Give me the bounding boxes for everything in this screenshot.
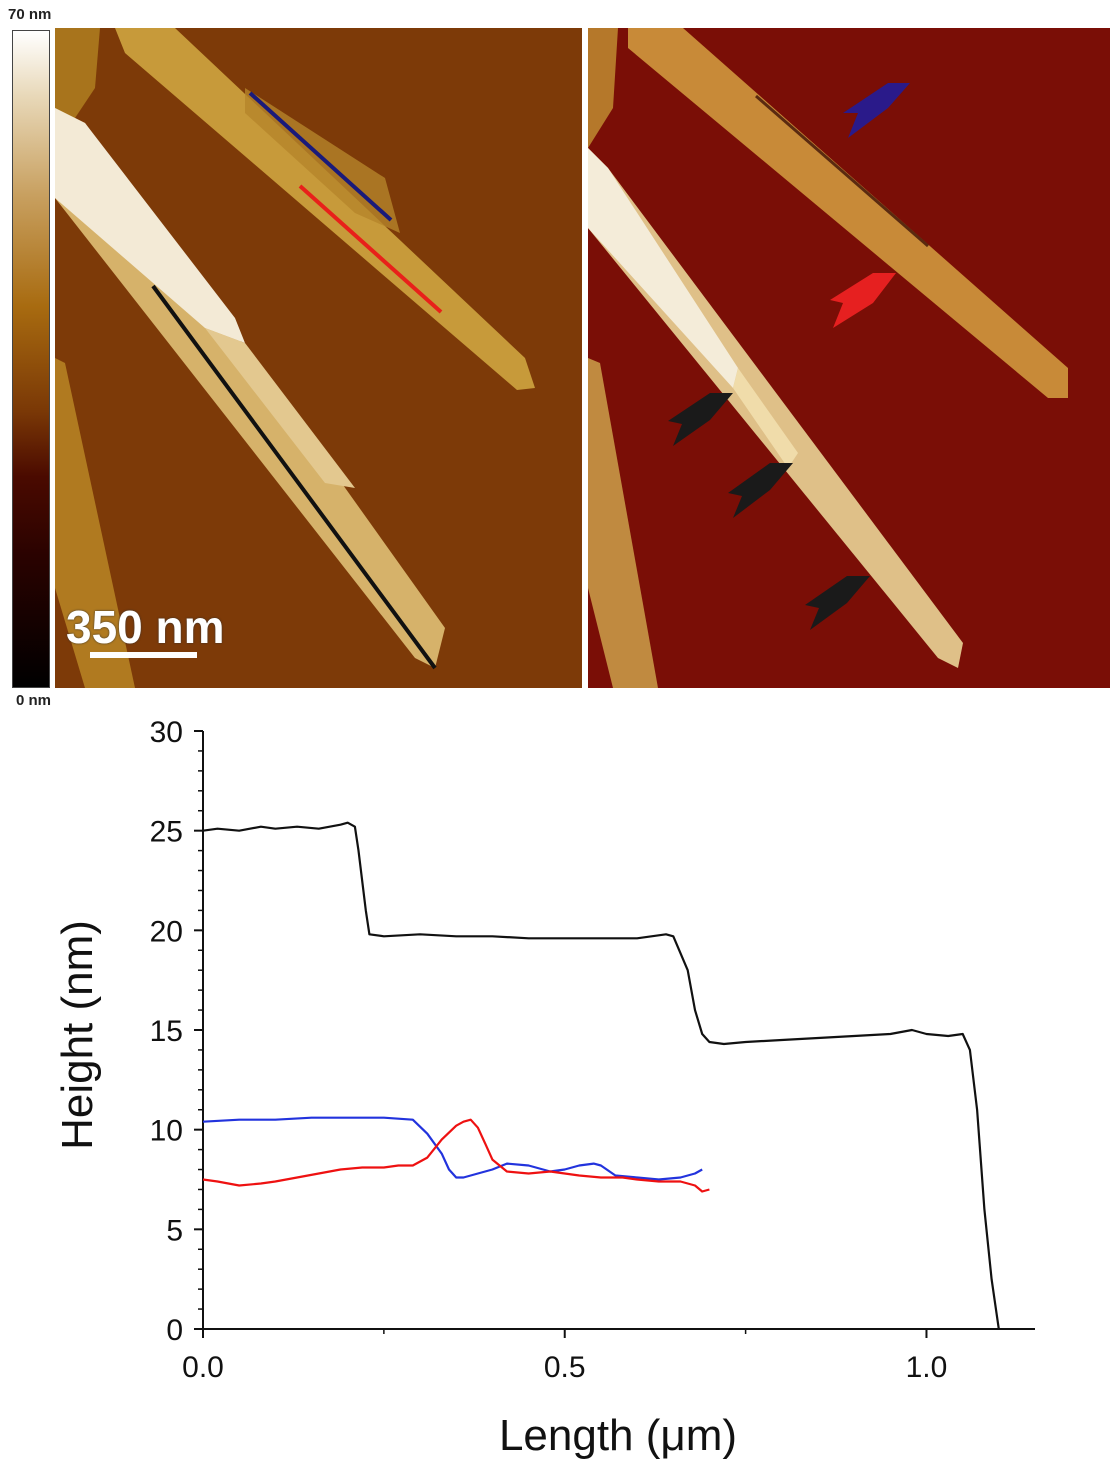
y-tick-label: 10 (150, 1115, 183, 1148)
crystal-ribbon (588, 28, 618, 148)
crystal-ribbon (588, 358, 658, 688)
x-tick-label: 1.0 (906, 1351, 948, 1384)
y-tick-label: 5 (166, 1214, 183, 1247)
y-tick-label: 25 (150, 816, 183, 849)
crystal-top-layer (55, 108, 245, 343)
crystal-ribbon (55, 358, 135, 688)
arrow-icon (843, 83, 910, 138)
crystal-middle-layer (205, 328, 355, 488)
x-tick-label: 0.5 (544, 1351, 586, 1384)
y-tick-label: 15 (150, 1015, 183, 1048)
profile-series-line (202, 1118, 710, 1193)
profile-line-blue (248, 91, 393, 222)
arrow-icon (805, 576, 870, 630)
crystal-groove (755, 94, 929, 248)
arrow-icon (830, 273, 896, 328)
profile-line-red (298, 184, 443, 314)
colorbar-max-label: 70 nm (8, 6, 52, 23)
y-axis-title: Height (nm) (53, 920, 102, 1150)
y-tick-label: 0 (166, 1314, 183, 1347)
arrow-icon (668, 393, 733, 446)
crystal-top-layer (588, 148, 738, 388)
color-scale-bar (12, 30, 50, 688)
arrow-icon (728, 463, 793, 518)
chart-series (202, 821, 1000, 1330)
y-tick-label: 20 (150, 915, 183, 948)
x-axis-title: Length (μm) (499, 1411, 737, 1460)
afm-height-image (55, 28, 582, 688)
scale-bar (90, 652, 197, 658)
profile-series-line (202, 1116, 703, 1181)
crystal-ribbon (628, 28, 1068, 398)
crystal-middle-layer (733, 368, 798, 468)
y-tick-label: 30 (150, 716, 183, 749)
afm-amplitude-image (588, 28, 1110, 688)
profile-series-line (202, 821, 1000, 1330)
profile-line-black (151, 284, 437, 670)
x-tick-label: 0.0 (182, 1351, 224, 1384)
scale-bar-label: 350 nm (66, 601, 225, 653)
crystal-ribbon (588, 148, 963, 668)
chart-axes: 0 5 10 15 20 25 30 0.0 0.5 1.0 (150, 716, 1035, 1384)
height-profile-chart: 0 5 10 15 20 25 30 0.0 0.5 1.0 Length (μm) Height… (53, 716, 1035, 1460)
colorbar-min-label: 0 nm (16, 692, 52, 709)
